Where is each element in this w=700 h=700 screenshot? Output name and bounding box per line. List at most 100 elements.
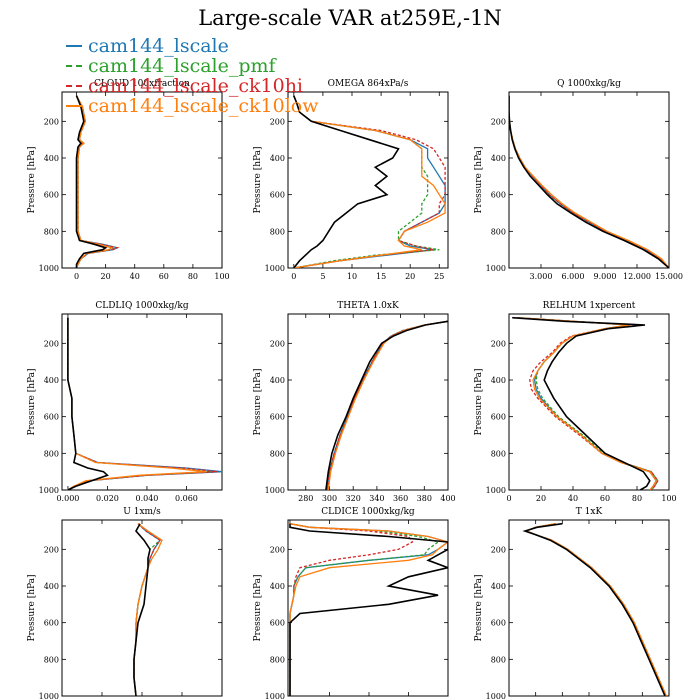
series-line	[326, 320, 448, 490]
y-tick-label: 600	[270, 413, 285, 422]
panel: CLOUD 100xfraction2004006008001000Pressu…	[27, 79, 230, 281]
series-line	[509, 95, 669, 268]
x-tick-label: 380	[417, 494, 432, 503]
panel-title: CLDLIQ 1000xkg/kg	[95, 301, 189, 311]
series-line	[289, 523, 448, 696]
x-tick-label: 300	[322, 494, 337, 503]
y-tick-label: 400	[270, 154, 285, 163]
x-tick-label: 320	[346, 494, 361, 503]
legend-swatch	[66, 65, 82, 67]
panel: CLDICE 1000xkg/kg 200 400 600 800 1000 Pressur…	[253, 507, 449, 700]
legend-swatch	[66, 105, 82, 107]
x-tick-label: 9.000	[594, 272, 617, 281]
legend-label: cam144_lscale_ck10hi	[88, 75, 304, 97]
y-tick-label: 800	[270, 449, 285, 458]
legend-item: cam144_lscale_ck10low	[66, 95, 318, 117]
plot-frame	[508, 91, 670, 269]
legend-swatch	[66, 45, 82, 47]
y-tick-label: 400	[491, 582, 506, 591]
y-axis-label: Pressure [hPa]	[27, 146, 37, 213]
y-axis-label: Pressure [hPa]	[474, 574, 484, 641]
legend: cam144_lscale cam144_lscale_pmf cam144_l…	[66, 35, 318, 117]
y-tick-label: 200	[491, 545, 506, 554]
y-tick-label: 1000	[39, 692, 59, 700]
legend-item: cam144_lscale	[66, 35, 318, 57]
series-line	[327, 320, 448, 490]
y-axis-label: Pressure [hPa]	[474, 368, 484, 435]
y-axis-label: Pressure [hPa]	[253, 574, 263, 641]
x-tick-label: 60	[600, 494, 610, 503]
x-tick-label: 0.060	[175, 494, 198, 503]
series-lines	[522, 522, 667, 696]
panel-title: CLOUD 100xfraction	[94, 79, 190, 89]
x-tick-label: 100	[214, 272, 229, 281]
panel: CLDLIQ 1000xkg/kg 200 400 600 800 1000 Pressur…	[27, 301, 223, 503]
y-axis-label: Pressure [hPa]	[27, 368, 37, 435]
series-line	[67, 317, 213, 490]
x-tick-label: 340	[369, 494, 384, 503]
series-line	[75, 95, 117, 268]
y-tick-label: 800	[44, 227, 59, 236]
y-tick-label: 800	[44, 655, 59, 664]
series-lines	[289, 523, 448, 696]
panel-title: OMEGA 864xPa/s	[328, 79, 409, 89]
panel: RELHUM 1xpercent2004006008001000Pressure…	[474, 301, 677, 503]
x-tick-label: 6.000	[562, 272, 585, 281]
series-line	[516, 317, 659, 490]
y-tick-label: 600	[270, 619, 285, 628]
series-line	[293, 95, 440, 268]
y-tick-label: 1000	[265, 264, 285, 273]
y-tick-label: 800	[270, 227, 285, 236]
x-tick-label: 10	[347, 272, 357, 281]
y-axis-label: Pressure [hPa]	[253, 368, 263, 435]
chart-title: Large-scale VAR at259E,-1N	[198, 6, 502, 30]
x-tick-label: 20	[536, 494, 546, 503]
y-tick-label: 800	[270, 655, 285, 664]
x-tick-label: 0.020	[96, 494, 119, 503]
y-tick-label: 200	[270, 545, 285, 554]
series-line	[325, 320, 448, 490]
y-tick-label: 400	[491, 154, 506, 163]
x-tick-label: 25	[434, 272, 444, 281]
panel-title: T 1xK	[576, 507, 603, 517]
series-line	[522, 522, 666, 696]
y-tick-label: 1000	[486, 486, 506, 495]
y-tick-label: 200	[270, 339, 285, 348]
x-tick-label: 12.000	[623, 272, 651, 281]
series-lines	[67, 317, 222, 490]
y-tick-label: 600	[44, 413, 59, 422]
series-line	[289, 523, 414, 696]
series-line	[326, 320, 448, 490]
series-line	[516, 317, 657, 490]
y-tick-label: 400	[491, 376, 506, 385]
series-line	[75, 95, 108, 268]
plot-frame	[508, 519, 670, 697]
series-lines	[512, 316, 659, 490]
y-tick-label: 400	[44, 154, 59, 163]
plot-frame	[287, 519, 449, 697]
series-line	[289, 523, 440, 696]
legend-swatch	[66, 85, 82, 87]
series-line	[133, 523, 163, 696]
y-tick-label: 200	[44, 117, 59, 126]
y-tick-label: 200	[44, 545, 59, 554]
x-tick-label: 100	[661, 494, 676, 503]
plot-frame	[61, 313, 223, 491]
panel: THETA 1.0xK 200 400 600 800 1000 Pressure [hPa…	[253, 301, 456, 503]
series-line	[133, 523, 151, 696]
y-tick-label: 400	[270, 376, 285, 385]
y-tick-label: 800	[491, 449, 506, 458]
x-tick-label: 0	[506, 494, 511, 503]
y-axis-label: Pressure [hPa]	[27, 574, 37, 641]
series-lines	[75, 95, 120, 268]
series-line	[524, 523, 667, 696]
series-line	[67, 317, 219, 490]
y-tick-label: 400	[44, 582, 59, 591]
x-tick-label: 360	[393, 494, 408, 503]
y-tick-label: 600	[44, 191, 59, 200]
y-tick-label: 600	[270, 191, 285, 200]
x-tick-label: 40	[568, 494, 578, 503]
x-tick-label: 0	[291, 272, 296, 281]
